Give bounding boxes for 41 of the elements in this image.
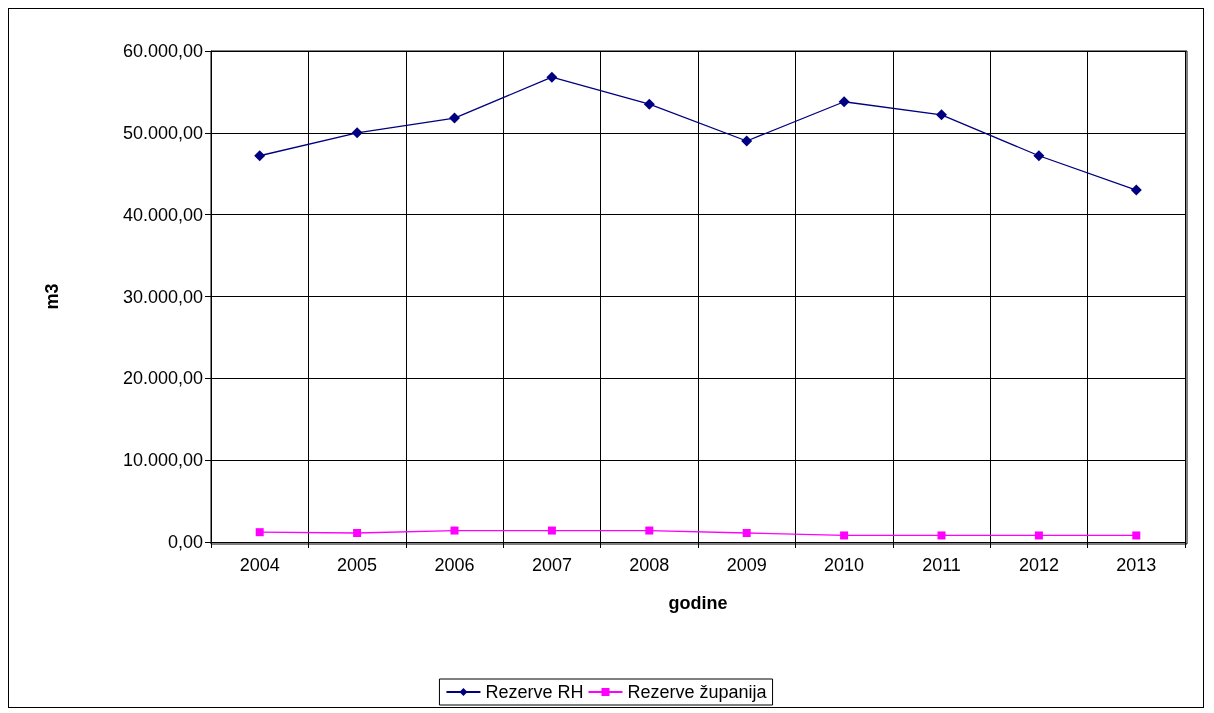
point bbox=[1033, 150, 1045, 162]
point bbox=[1034, 531, 1043, 540]
point bbox=[546, 71, 558, 83]
y-tick-label: 40.000,00 bbox=[122, 204, 203, 225]
y-axis-title: m3 bbox=[42, 283, 62, 310]
x-tick-label: 2009 bbox=[726, 555, 767, 575]
x-tick-label: 2013 bbox=[1116, 555, 1157, 575]
y-tick-label: 0,00 bbox=[167, 532, 203, 552]
point bbox=[937, 531, 946, 540]
point bbox=[645, 526, 654, 535]
x-tick-label: 2006 bbox=[434, 555, 475, 575]
y-tick-label: 60.000,00 bbox=[122, 41, 203, 61]
y-tick-label: 30.000,00 bbox=[122, 286, 203, 307]
point bbox=[353, 529, 362, 537]
point bbox=[1132, 531, 1141, 540]
point bbox=[840, 531, 849, 540]
x-tick-label: 2007 bbox=[531, 555, 572, 575]
point bbox=[255, 528, 264, 537]
x-tick-label: 2012 bbox=[1018, 555, 1059, 575]
point bbox=[643, 98, 655, 110]
x-tick-label: 2011 bbox=[922, 555, 961, 575]
point bbox=[1130, 184, 1142, 196]
point bbox=[449, 112, 460, 124]
point bbox=[547, 526, 556, 535]
point bbox=[741, 135, 753, 147]
point bbox=[450, 526, 459, 535]
x-tick-label: 2008 bbox=[629, 555, 670, 575]
legend-label: Rezerve županija bbox=[627, 682, 768, 702]
point bbox=[351, 127, 363, 139]
x-tick-label: 2010 bbox=[824, 555, 865, 575]
y-tick-label: 10.000,00 bbox=[122, 450, 203, 471]
legend-label: Rezerve RH bbox=[485, 682, 584, 702]
point bbox=[742, 529, 751, 537]
y-tick-label: 20.000,00 bbox=[122, 368, 203, 389]
point bbox=[254, 150, 266, 162]
y-tick-label: 50.000,00 bbox=[122, 122, 203, 143]
x-tick-label: 2004 bbox=[239, 555, 280, 575]
x-tick-label: 2005 bbox=[337, 555, 378, 575]
point bbox=[838, 96, 850, 108]
x-axis-title: godine bbox=[668, 593, 728, 613]
point bbox=[936, 109, 947, 121]
